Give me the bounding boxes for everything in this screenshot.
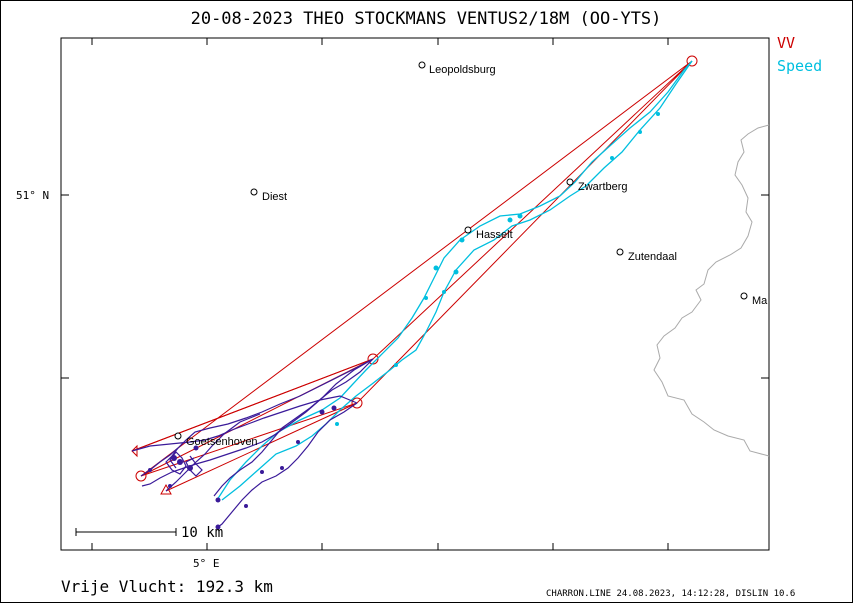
town-zutendaal: Zutendaal: [616, 248, 677, 263]
lon-label: 5° E: [193, 557, 220, 570]
country-border: [653, 124, 770, 457]
legend-vv: VV: [777, 34, 795, 52]
lat-label: 51° N: [16, 189, 49, 202]
scale-bar-label: 10 km: [181, 525, 223, 541]
thermal-track: [131, 358, 374, 528]
svg-text:Ma: Ma: [752, 295, 768, 307]
svg-text:Hasselt: Hasselt: [476, 229, 513, 241]
svg-text:Diest: Diest: [262, 191, 287, 203]
svg-text:Zwartberg: Zwartberg: [578, 181, 628, 193]
speed-track-markers: [335, 112, 660, 426]
town-hasselt: Hasselt: [464, 226, 513, 241]
scale-bar: 10 km: [75, 525, 223, 541]
town-zwartberg: Zwartberg: [566, 178, 628, 193]
axis-ticks: [61, 38, 769, 550]
svg-text:Goetsenhoven: Goetsenhoven: [186, 436, 258, 448]
town-leopoldsburg: Leopoldsburg: [418, 61, 496, 76]
svg-text:Zutendaal: Zutendaal: [628, 251, 677, 263]
legend-speed: Speed: [777, 57, 822, 75]
turnpoint-markers: [131, 55, 698, 495]
footer-info: CHARRON.LINE 24.08.2023, 14:12:28, DISLI…: [546, 589, 795, 599]
speed-track: [216, 60, 693, 501]
map-plot-area: [60, 37, 770, 551]
thermal-track-markers: [148, 405, 337, 530]
free-flight-distance: Vrije Vlucht: 192.3 km: [61, 577, 273, 596]
svg-text:Leopoldsburg: Leopoldsburg: [429, 64, 496, 76]
town-diest: Diest: [250, 188, 287, 203]
map-title: 20-08-2023 THEO STOCKMANS VENTUS2/18M (O…: [191, 9, 662, 29]
town-ma: Ma: [740, 292, 768, 307]
town-goetsenhoven: Goetsenhoven: [174, 432, 258, 448]
